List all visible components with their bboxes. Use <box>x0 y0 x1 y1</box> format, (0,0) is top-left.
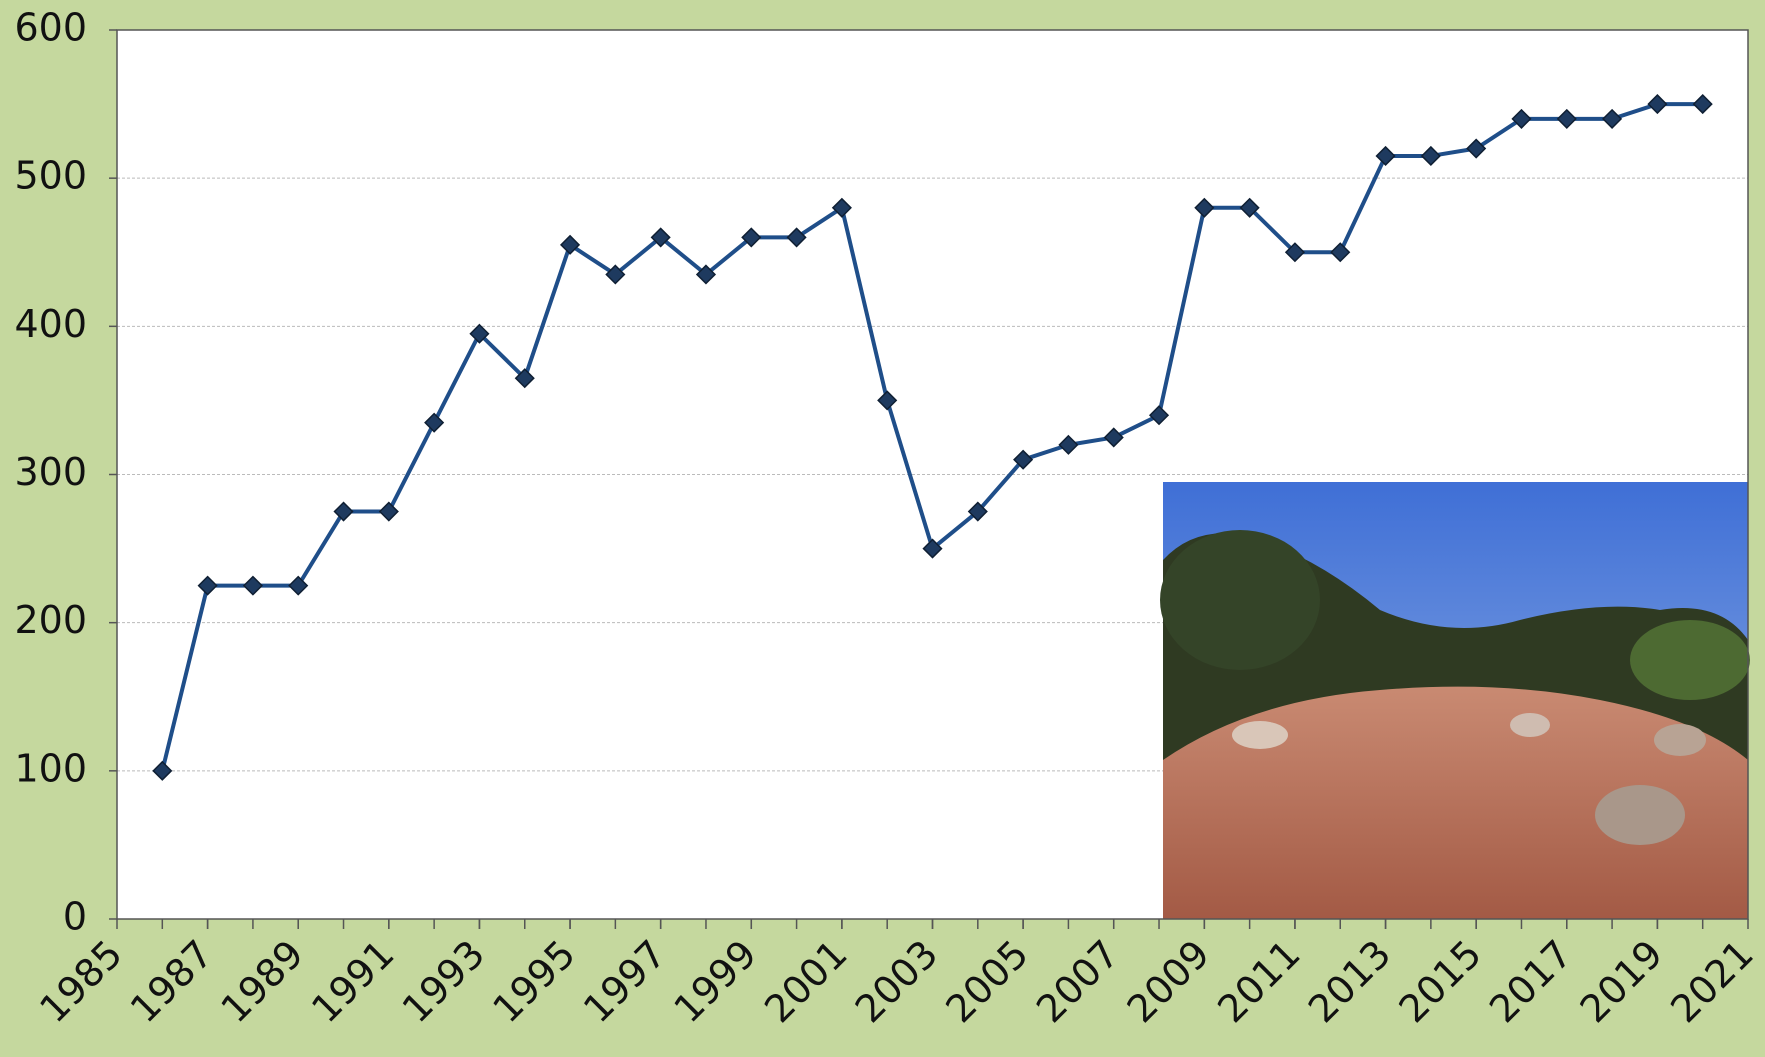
y-tick-label: 600 <box>14 6 87 50</box>
y-tick-label: 200 <box>14 598 87 642</box>
x-tick-label: 2017 <box>1481 932 1581 1032</box>
x-tick-label: 1987 <box>122 932 222 1032</box>
x-tick-label: 1989 <box>213 932 313 1032</box>
x-tick-label: 1993 <box>394 932 494 1032</box>
x-tick-label: 2007 <box>1028 932 1128 1032</box>
chart: 0100200300400500600198519871989199119931… <box>0 0 1765 1057</box>
x-tick-label: 1985 <box>31 932 131 1032</box>
x-tick-label: 1999 <box>666 932 766 1032</box>
x-tick-label: 2019 <box>1572 932 1672 1032</box>
x-tick-label: 2009 <box>1119 932 1219 1032</box>
x-tick-label: 2001 <box>756 932 856 1032</box>
y-tick-label: 500 <box>14 154 87 198</box>
x-tick-label: 1995 <box>484 932 584 1032</box>
y-tick-label: 100 <box>14 746 87 790</box>
x-tick-label: 2015 <box>1390 932 1490 1032</box>
x-tick-label: 2011 <box>1209 932 1309 1032</box>
x-tick-label: 1997 <box>575 932 675 1032</box>
y-tick-label: 0 <box>63 895 87 939</box>
x-tick-label: 2003 <box>847 932 947 1032</box>
y-tick-label: 300 <box>14 450 87 494</box>
x-tick-label: 2021 <box>1662 932 1762 1032</box>
x-tick-label: 1991 <box>303 932 403 1032</box>
x-tick-label: 2013 <box>1300 932 1400 1032</box>
y-tick-label: 400 <box>14 302 87 346</box>
photo <box>1160 482 1750 919</box>
x-tick-label: 2005 <box>937 932 1037 1032</box>
